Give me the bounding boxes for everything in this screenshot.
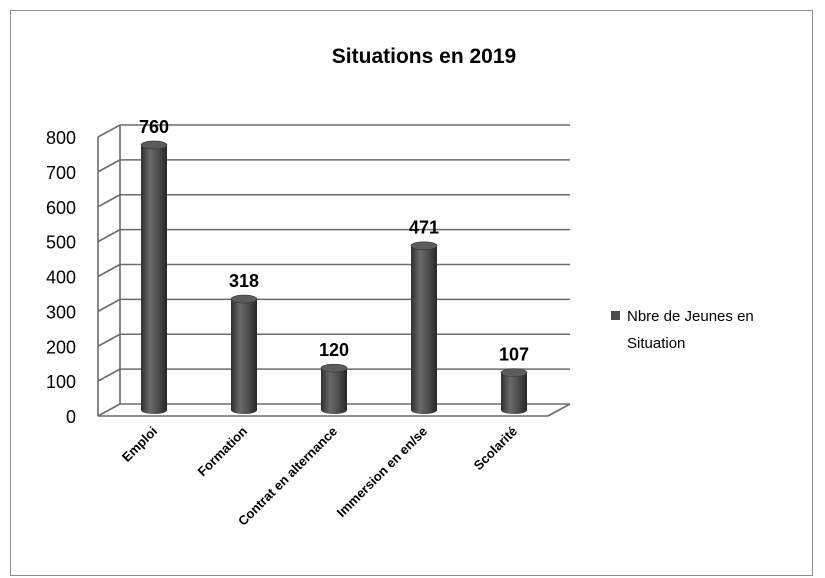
grid-layer (97, 124, 571, 417)
x-tick-label: Emploi (119, 424, 160, 465)
x-tick-label: Formation (195, 423, 251, 479)
data-label: 471 (409, 218, 439, 238)
data-label: 107 (499, 345, 529, 365)
bar (411, 245, 437, 414)
bar-top (320, 363, 348, 373)
y-tick-label: 100 (46, 372, 76, 392)
y-tick-label: 300 (46, 302, 76, 322)
gridline-depth (97, 194, 121, 208)
bar-top (140, 140, 168, 150)
y-tick-label: 400 (46, 268, 76, 288)
bar-top (230, 294, 258, 304)
data-label: 120 (319, 340, 349, 360)
bars-layer (140, 140, 528, 414)
gridline-depth (97, 403, 121, 417)
legend-label-line-2: Situation (627, 335, 685, 352)
gridline-depth (97, 368, 121, 382)
chart-title: Situations en 2019 (332, 45, 516, 68)
bar (231, 299, 257, 414)
data-label: 760 (139, 117, 169, 137)
data-label: 318 (229, 271, 259, 291)
legend: Nbre de Jeunes en Situation (611, 308, 754, 352)
y-tick-label: 0 (66, 407, 76, 427)
gridline-depth (97, 263, 121, 278)
legend-swatch (611, 311, 620, 320)
gridline-depth (97, 333, 121, 347)
bar (321, 368, 347, 414)
y-tick-label: 800 (46, 128, 76, 148)
y-tick-label: 200 (46, 337, 76, 357)
x-tick-label: Scolarité (471, 424, 520, 473)
bar (501, 372, 527, 414)
y-axis: 0 100 200 300 400 500 600 700 800 (46, 128, 76, 427)
y-tick-label: 600 (46, 198, 76, 218)
y-tick-label: 500 (46, 233, 76, 253)
bar-top (410, 241, 438, 251)
gridline-depth (97, 298, 121, 313)
floor-right-edge (547, 403, 571, 417)
bar-top (500, 368, 528, 377)
x-tick-label: Immersion en en/se (334, 424, 430, 520)
legend-label-line-1: Nbre de Jeunes en (627, 308, 754, 325)
bar (141, 144, 167, 414)
data-labels: 760 318 120 471 107 (139, 117, 529, 365)
gridline-depth (97, 159, 121, 173)
y-tick-label: 700 (46, 163, 76, 183)
x-tick-label: Contrat en alternance (235, 424, 340, 529)
gridline-depth (97, 124, 121, 138)
gridline-depth (97, 228, 121, 243)
